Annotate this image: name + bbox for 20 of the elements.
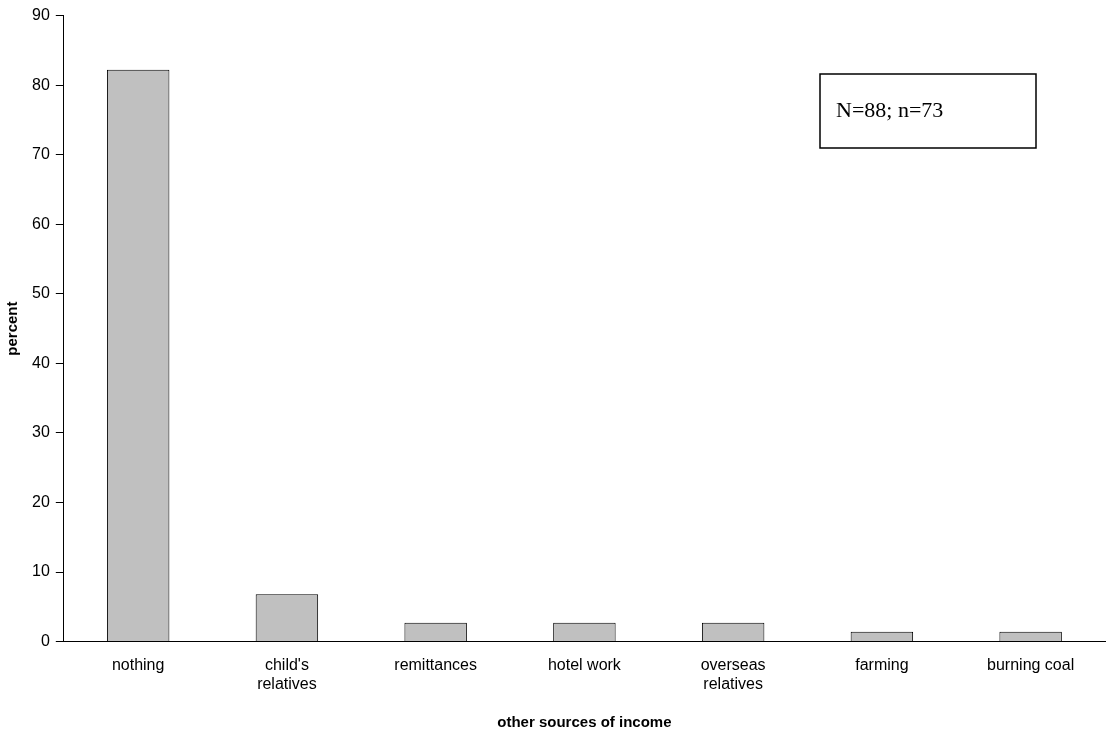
x-axis-title: other sources of income	[497, 713, 672, 731]
y-axis-title: percent	[3, 301, 21, 356]
x-tick-label: burning coal	[987, 655, 1075, 673]
y-tick-label: 80	[32, 75, 50, 93]
x-tick-label: overseas relatives	[700, 655, 766, 692]
x-tick-label: hotel work	[547, 655, 622, 673]
x-tick-label: nothing	[111, 655, 165, 673]
y-tick-label: 70	[32, 145, 50, 163]
y-tick-label: 40	[32, 353, 50, 371]
y-tick-label: 50	[32, 284, 50, 302]
x-tick-label: child's relatives	[257, 655, 317, 692]
y-tick-label: 0	[40, 632, 50, 650]
y-tick-label: 30	[32, 423, 50, 441]
x-tick-label: remittances	[394, 655, 478, 673]
x-tick-label: farming	[855, 655, 909, 673]
y-tick-label: 20	[32, 492, 50, 510]
annotation: N=88; n=73	[836, 96, 944, 122]
y-tick-label: 10	[32, 562, 50, 580]
y-tick-label: 60	[32, 214, 50, 232]
y-tick-label: 90	[32, 6, 50, 24]
